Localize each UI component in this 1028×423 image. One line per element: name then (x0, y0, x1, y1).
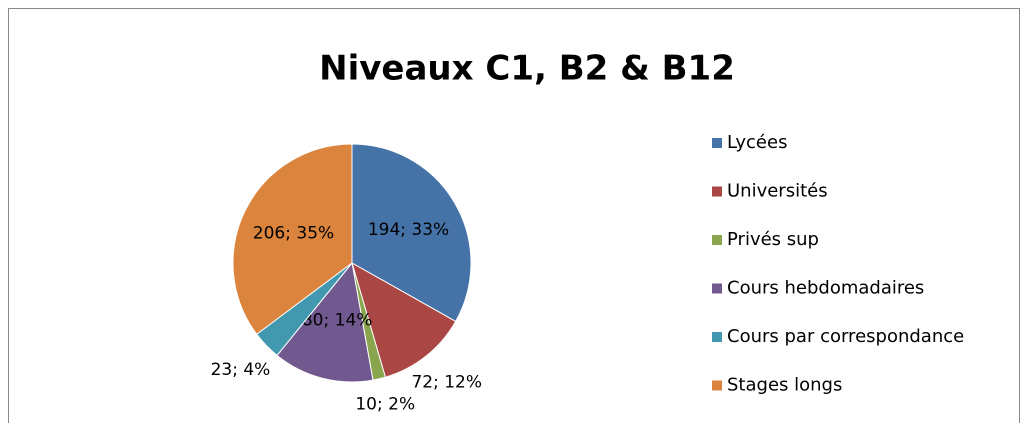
legend-label: Lycées (727, 132, 787, 153)
pie-slice (232, 143, 353, 335)
legend-label: Cours hebdomadaires (727, 278, 924, 299)
pie-slice (351, 261, 457, 378)
pie-slice (351, 143, 472, 323)
legend-swatch (712, 138, 722, 148)
data-label: 10; 2% (355, 394, 415, 414)
legend-swatch (712, 186, 722, 197)
data-label: 194; 33% (368, 220, 449, 240)
pie-slice (276, 261, 374, 383)
legend-label: Stages longs (727, 375, 842, 396)
data-label: 206; 35% (253, 224, 334, 244)
data-label: 23; 4% (211, 360, 271, 380)
legend-label: Privés sup (727, 229, 819, 250)
chart-frame (8, 8, 1020, 423)
data-label: 72; 12% (411, 372, 482, 392)
legend-label: Universités (727, 181, 828, 202)
chart-title: Niveaux C1, B2 & B12 (319, 49, 735, 89)
legend-swatch (712, 380, 722, 391)
data-label: 80; 14% (302, 311, 373, 331)
legend-swatch (712, 283, 722, 294)
legend-label: Cours par correspondance (727, 326, 964, 347)
legend-swatch (712, 332, 722, 342)
legend-swatch (712, 235, 722, 245)
